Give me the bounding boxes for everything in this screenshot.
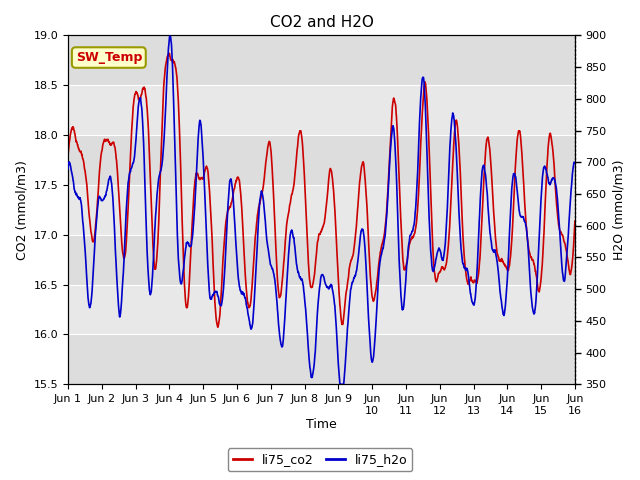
Line: li75_co2: li75_co2 (68, 53, 575, 327)
li75_h2o (557, 242, 564, 248)
li75_co2 (311, 266, 319, 272)
Text: SW_Temp: SW_Temp (76, 51, 142, 64)
li75_co2 (166, 50, 173, 56)
li75_co2 (557, 230, 564, 236)
Y-axis label: CO2 (mmol/m3): CO2 (mmol/m3) (15, 160, 28, 260)
Bar (68, 235, 575, 285)
Bar (68, 36, 575, 85)
Title: CO2 and H2O: CO2 and H2O (269, 15, 373, 30)
li75_co2 (90, 238, 98, 243)
Line: li75_h2o: li75_h2o (68, 36, 575, 384)
Y-axis label: H2O (mmol/m3): H2O (mmol/m3) (612, 159, 625, 260)
li75_co2 (557, 229, 564, 235)
li75_h2o (298, 276, 305, 282)
li75_h2o (571, 160, 579, 166)
li75_co2 (571, 218, 579, 224)
li75_h2o (557, 246, 564, 252)
li75_co2 (464, 279, 472, 285)
X-axis label: Time: Time (306, 419, 337, 432)
li75_co2 (214, 324, 221, 330)
li75_h2o (166, 33, 173, 39)
li75_h2o (311, 354, 319, 360)
li75_h2o (90, 257, 98, 263)
li75_h2o (464, 268, 472, 274)
li75_co2 (298, 133, 305, 139)
li75_h2o (64, 166, 72, 171)
Bar (68, 335, 575, 384)
li75_co2 (64, 153, 72, 158)
Legend: li75_co2, li75_h2o: li75_co2, li75_h2o (228, 448, 412, 471)
Bar (68, 135, 575, 185)
li75_h2o (336, 382, 344, 387)
